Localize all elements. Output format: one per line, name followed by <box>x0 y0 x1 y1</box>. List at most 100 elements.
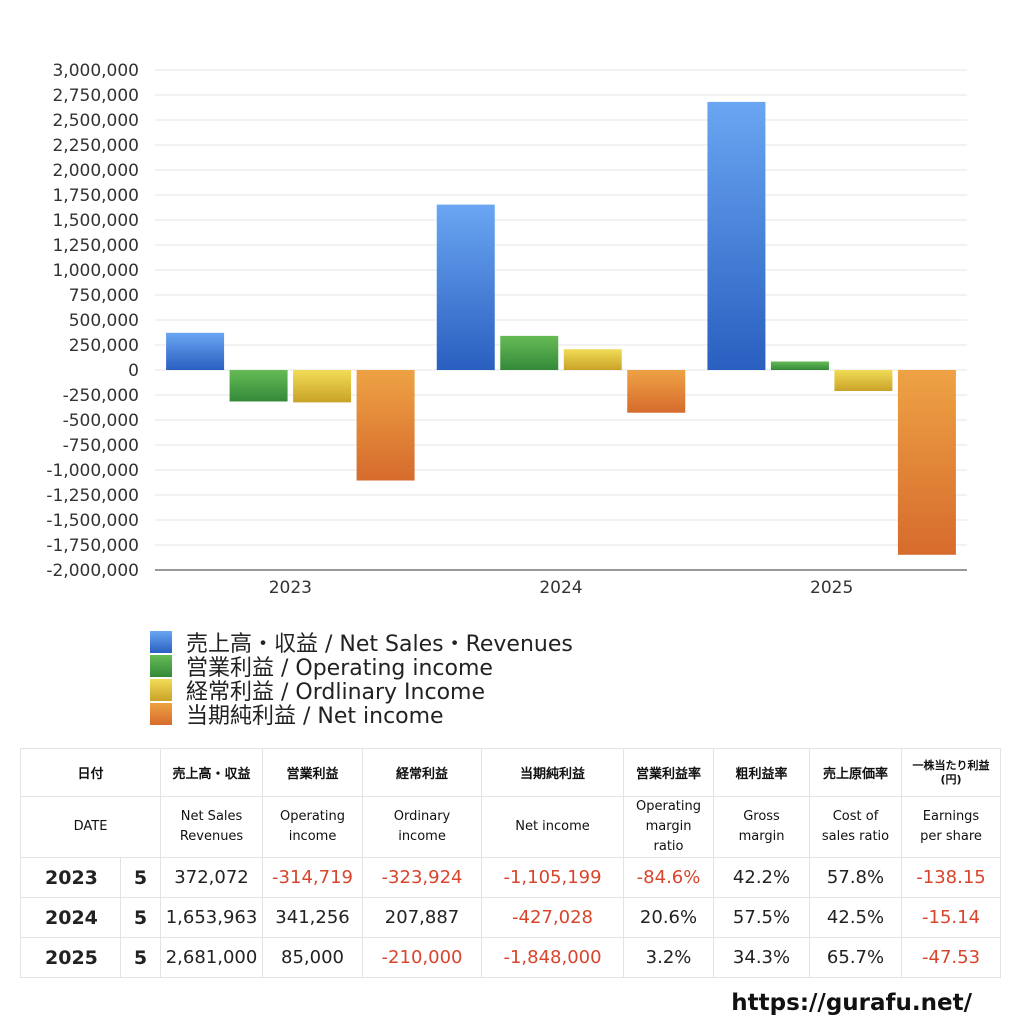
y-tick-label: 2,250,000 <box>52 136 139 156</box>
table-cell: -15.14 <box>901 897 1002 938</box>
header-cost-ratio-en: Cost of sales ratio <box>809 796 903 858</box>
header-net-sales-en-line2: Revenues <box>179 829 244 844</box>
y-tick-label: 2,000,000 <box>52 161 139 181</box>
row-year: 2024 <box>20 897 121 938</box>
y-tick-label: 250,000 <box>69 336 139 356</box>
table-cell: -427,028 <box>481 897 625 938</box>
header-row-en: DATE Net Sales Revenues Operating income O… <box>19 796 1002 858</box>
header-gross-margin-en: Gross margin <box>713 796 811 858</box>
legend: 売上高・収益 / Net Sales・Revenues 営業利益 / Opera… <box>150 630 573 729</box>
header-operating-margin-ja: 営業利益率 <box>623 748 715 797</box>
header-operating-margin-en-line3: ratio <box>653 839 684 854</box>
bar-2025-series-3 <box>897 370 956 555</box>
y-tick-label: 2,750,000 <box>52 86 139 106</box>
header-eps-en-line1: Earnings <box>922 809 980 824</box>
header-operating-margin-en-line1: Operating <box>636 799 702 814</box>
x-tick-label: 2024 <box>539 578 582 598</box>
y-tick-label: 1,750,000 <box>52 186 139 206</box>
table-cell: -1,848,000 <box>481 937 625 978</box>
legend-item-net-income: 当期純利益 / Net income <box>150 702 573 729</box>
header-operating-margin-en: Operating margin ratio <box>623 796 715 858</box>
y-tick-label: -1,750,000 <box>46 536 139 556</box>
header-eps-ja: 一株当たり利益 (円) <box>901 748 1002 797</box>
header-date-en: DATE <box>19 796 162 858</box>
legend-swatch-operating-income <box>150 655 172 677</box>
site-url: https://gurafu.net/ <box>731 990 972 1016</box>
table-cell: 2,681,000 <box>160 937 264 978</box>
y-tick-label: 0 <box>128 361 139 381</box>
header-eps-en: Earnings per share <box>901 796 1002 858</box>
table-cell: -47.53 <box>901 937 1002 978</box>
header-ordinary-income-en-line2: income <box>398 829 446 844</box>
table-cell: 20.6% <box>623 897 715 938</box>
y-tick-label: 3,000,000 <box>52 61 139 81</box>
y-tick-label: -500,000 <box>63 411 139 431</box>
y-tick-label: -1,000,000 <box>46 461 139 481</box>
table-cell: 42.5% <box>809 897 903 938</box>
bar-2024-series-2 <box>563 349 622 370</box>
row-year: 2025 <box>20 937 121 978</box>
header-ordinary-income-en: Ordinary income <box>362 796 483 858</box>
table-cell: 42.2% <box>713 857 811 898</box>
bar-2023-series-0 <box>166 332 225 370</box>
legend-label-operating-income: 営業利益 / Operating income <box>186 656 493 681</box>
row-month: 5 <box>119 897 162 938</box>
header-operating-margin-en-line2: margin <box>645 819 692 834</box>
row-year: 2023 <box>20 857 121 898</box>
table-cell: -84.6% <box>623 857 715 898</box>
y-tick-label: 1,500,000 <box>52 211 139 231</box>
header-cost-ratio-en-line1: Cost of <box>832 809 879 824</box>
bars <box>166 101 956 555</box>
y-tick-label: 750,000 <box>69 286 139 306</box>
y-tick-label: -2,000,000 <box>46 561 139 581</box>
table-row: 2023 5 372,072 -314,719 -323,924 -1,105,199 -8… <box>20 857 1002 898</box>
bar-2024-series-0 <box>436 204 495 370</box>
header-net-income-ja: 当期純利益 <box>481 748 625 797</box>
x-tick-label: 2025 <box>810 578 853 598</box>
y-tick-label: -1,250,000 <box>46 486 139 506</box>
y-tick-label: -750,000 <box>63 436 139 456</box>
bar-2025-series-0 <box>707 101 766 371</box>
legend-label-net-income: 当期純利益 / Net income <box>186 704 444 729</box>
header-eps-ja-line1: 一株当たり利益 <box>912 758 990 772</box>
table-cell: 1,653,963 <box>160 897 264 938</box>
bar-2024-series-1 <box>500 335 559 370</box>
header-net-sales-en: Net Sales Revenues <box>160 796 264 858</box>
bar-2023-series-3 <box>356 370 415 481</box>
legend-item-operating-income: 営業利益 / Operating income <box>150 654 573 681</box>
row-month: 5 <box>119 857 162 898</box>
table-cell: 34.3% <box>713 937 811 978</box>
table-cell: 341,256 <box>262 897 364 938</box>
table-cell: 57.8% <box>809 857 903 898</box>
gridlines <box>155 69 967 571</box>
header-net-income-en: Net income <box>481 796 625 858</box>
header-gross-margin-en-line1: Gross <box>743 809 780 824</box>
table-cell: 65.7% <box>809 937 903 978</box>
bar-2024-series-3 <box>627 370 686 413</box>
header-operating-income-en-line1: Operating <box>280 809 346 824</box>
header-ordinary-income-en-line1: Ordinary <box>393 809 451 824</box>
y-tick-label: 500,000 <box>69 311 139 331</box>
table-cell: -314,719 <box>262 857 364 898</box>
legend-label-net-sales: 売上高・収益 / Net Sales・Revenues <box>186 632 573 657</box>
x-tick-label: 2023 <box>269 578 312 598</box>
legend-item-net-sales: 売上高・収益 / Net Sales・Revenues <box>150 630 573 657</box>
table-cell: 207,887 <box>362 897 483 938</box>
table-row: 2024 5 1,653,963 341,256 207,887 -427,028 20.6… <box>20 897 1002 938</box>
y-tick-label: -250,000 <box>63 386 139 406</box>
y-axis-ticks: 3,000,000 2,750,000 2,500,000 2,250,000 2,00… <box>46 61 139 581</box>
bar-2023-series-2 <box>293 370 352 403</box>
header-cost-ratio-en-line2: sales ratio <box>821 829 890 844</box>
table-cell: 372,072 <box>160 857 264 898</box>
y-tick-label: 2,500,000 <box>52 111 139 131</box>
header-net-sales-ja: 売上高・収益 <box>160 748 264 797</box>
header-gross-margin-en-line2: margin <box>738 829 785 844</box>
table-cell: 57.5% <box>713 897 811 938</box>
legend-label-ordinary-income: 経常利益 / Ordlinary Income <box>186 680 485 705</box>
bar-2025-series-2 <box>834 370 893 391</box>
header-operating-income-ja: 営業利益 <box>262 748 364 797</box>
header-cost-ratio-ja: 売上原価率 <box>809 748 903 797</box>
table-row: 2025 5 2,681,000 85,000 -210,000 -1,848,000 3.… <box>20 937 1002 978</box>
y-tick-label: -1,500,000 <box>46 511 139 531</box>
legend-swatch-net-sales <box>150 631 172 653</box>
